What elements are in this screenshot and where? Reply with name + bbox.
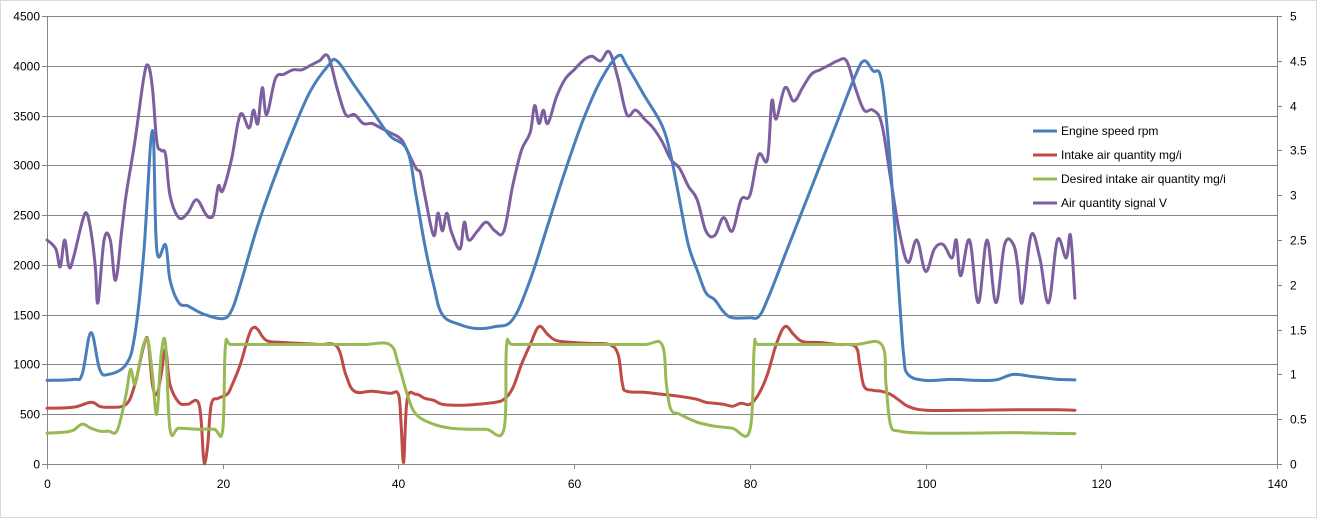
y2-tick-label: 3.5: [1290, 144, 1307, 158]
x-tick-label: 0: [44, 477, 51, 491]
y2-tick-label: 4: [1290, 100, 1297, 114]
legend-label: Air quantity signal V: [1061, 196, 1167, 210]
series-layer: [45, 49, 1077, 466]
legend-label: Intake air quantity mg/i: [1061, 148, 1182, 162]
y-tick-label: 0: [33, 458, 40, 472]
legend-label: Desired intake air quantity mg/i: [1061, 172, 1226, 186]
legend-label: Engine speed rpm: [1061, 124, 1158, 138]
y2-tick-label: 2.5: [1290, 234, 1307, 248]
y2-tick-label: 1.5: [1290, 324, 1307, 338]
y2-tick-label: 4.5: [1290, 55, 1307, 69]
y-tick-label: 4000: [13, 60, 40, 74]
series-line-intake-air-quantity-mg-i: [45, 324, 1077, 466]
legend-item: Air quantity signal V: [1033, 196, 1167, 210]
y2-tick-label: 0: [1290, 458, 1297, 472]
y-tick-label: 2500: [13, 209, 40, 223]
x-tick-label: 40: [392, 477, 406, 491]
y-tick-label: 500: [20, 408, 40, 422]
series-line-air-quantity-signal-v: [45, 49, 1077, 305]
x-tick-label: 20: [217, 477, 231, 491]
legend-item: Desired intake air quantity mg/i: [1033, 172, 1226, 186]
legend: Engine speed rpm Intake air quantity mg/i…: [1033, 124, 1226, 210]
y2-tick-label: 5: [1290, 10, 1297, 24]
axes: 05001000150020002500300035004000450000.5…: [13, 10, 1307, 492]
legend-item: Engine speed rpm: [1033, 124, 1158, 138]
x-tick-label: 140: [1267, 477, 1287, 491]
y2-tick-label: 2: [1290, 279, 1297, 293]
x-tick-label: 60: [568, 477, 582, 491]
series-line-desired-intake-air-quantity-mg-i: [45, 336, 1077, 438]
y-tick-label: 2000: [13, 259, 40, 273]
x-tick-label: 80: [744, 477, 758, 491]
x-tick-label: 120: [1091, 477, 1111, 491]
y-tick-label: 3500: [13, 110, 40, 124]
y2-tick-label: 0.5: [1290, 413, 1307, 427]
y-tick-label: 3000: [13, 159, 40, 173]
series-line-engine-speed-rpm: [45, 53, 1077, 383]
y2-tick-label: 1: [1290, 368, 1297, 382]
y2-tick-label: 3: [1290, 189, 1297, 203]
y-tick-label: 1500: [13, 309, 40, 323]
y-tick-label: 1000: [13, 358, 40, 372]
y-tick-label: 4500: [13, 10, 40, 24]
x-tick-label: 100: [916, 477, 936, 491]
legend-item: Intake air quantity mg/i: [1033, 148, 1182, 162]
